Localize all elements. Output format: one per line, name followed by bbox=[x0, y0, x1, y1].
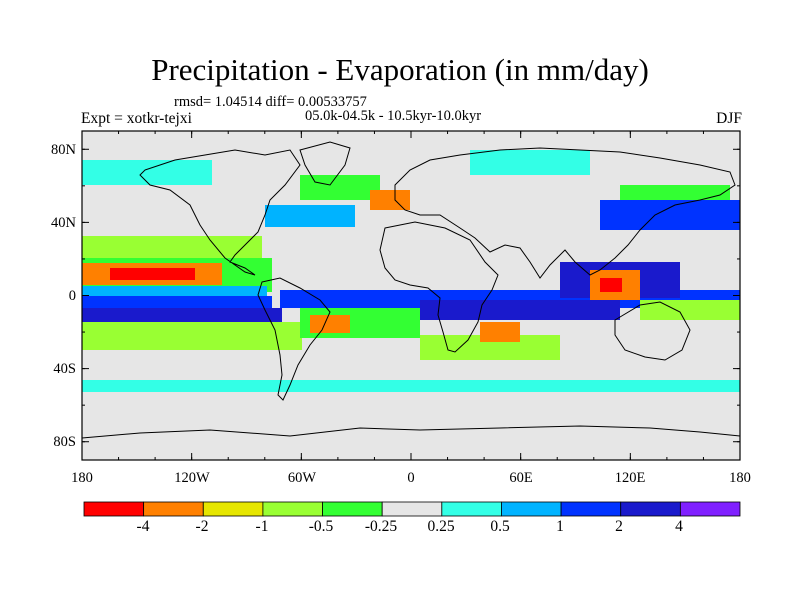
colorbar-swatch bbox=[322, 501, 383, 517]
colorbar-label: -1 bbox=[255, 518, 269, 535]
field-patch bbox=[82, 380, 740, 392]
field-patch bbox=[600, 278, 622, 292]
lon-label: 120W bbox=[174, 470, 210, 486]
lat-label: 80N bbox=[51, 142, 76, 158]
field-patch bbox=[82, 296, 272, 308]
field-patch bbox=[370, 190, 410, 210]
lat-label: 0 bbox=[68, 288, 76, 304]
field-patch bbox=[420, 300, 620, 320]
season-label: DJF bbox=[716, 110, 742, 127]
colorbar-label: 2 bbox=[615, 518, 623, 535]
coastline-africa bbox=[379, 221, 499, 353]
lon-label: 180 bbox=[71, 470, 93, 486]
colorbar bbox=[83, 501, 741, 517]
colorbar-label: -0.5 bbox=[308, 518, 334, 535]
plot-title: Precipitation - Evaporation (in mm/day) bbox=[151, 52, 649, 87]
coastline-antarctica bbox=[82, 425, 740, 439]
colorbar-swatch bbox=[202, 501, 264, 517]
field-patch bbox=[620, 185, 730, 200]
lon-label: 60W bbox=[287, 470, 317, 486]
colorbar-label: 1 bbox=[556, 518, 564, 535]
coastline-australia bbox=[614, 301, 691, 361]
colorbar-swatch bbox=[560, 501, 622, 517]
field-patch bbox=[82, 286, 267, 296]
field-patch bbox=[82, 160, 212, 185]
colorbar-label: 0.5 bbox=[490, 518, 510, 535]
field-patch bbox=[300, 175, 380, 200]
colorbar-swatch bbox=[501, 501, 562, 517]
period-line: 05.0k-04.5k - 10.5kyr-10.0kyr bbox=[305, 108, 482, 124]
field-patch bbox=[82, 322, 302, 350]
lon-label: 180 bbox=[729, 470, 751, 486]
coastlines bbox=[82, 141, 740, 439]
lat-label: 40N bbox=[51, 215, 76, 231]
field-patch bbox=[470, 150, 590, 175]
lon-label: 0 bbox=[407, 470, 415, 486]
coastline-north-america bbox=[139, 149, 301, 276]
coastline-greenland bbox=[299, 141, 351, 186]
colorbar-swatch bbox=[262, 501, 323, 517]
colorbar-label: -2 bbox=[195, 518, 209, 535]
coastline-south-america bbox=[257, 277, 331, 401]
field-patch bbox=[480, 322, 520, 342]
field-patch bbox=[600, 200, 740, 230]
colorbar-swatch bbox=[620, 501, 681, 517]
experiment-label: Expt = xotkr-tejxi bbox=[81, 110, 192, 127]
colorbar-swatch bbox=[143, 501, 204, 517]
stats-line: rmsd= 1.04514 diff= 0.00533757 bbox=[174, 94, 367, 110]
field-patch bbox=[265, 205, 355, 227]
colorbar-swatch bbox=[381, 501, 443, 517]
colorbar-swatch bbox=[83, 501, 145, 517]
lon-label: 60E bbox=[509, 470, 533, 486]
colorbar-label: 4 bbox=[675, 518, 683, 535]
lat-label: 40S bbox=[53, 361, 76, 377]
colorbar-label: -0.25 bbox=[364, 518, 398, 535]
colorbar-swatch bbox=[679, 501, 741, 517]
coastline-eurasia bbox=[394, 147, 736, 279]
axis-ticks bbox=[81, 131, 741, 460]
field-patch bbox=[82, 236, 262, 258]
field-patch bbox=[82, 308, 282, 322]
lon-label: 120E bbox=[614, 470, 646, 486]
colorbar-label: -4 bbox=[136, 518, 150, 535]
colorbar-swatch bbox=[441, 501, 502, 517]
field-patch bbox=[110, 268, 195, 280]
field-layer bbox=[82, 150, 740, 392]
colorbar-label: 0.25 bbox=[427, 518, 455, 535]
field-patch bbox=[310, 315, 350, 333]
lat-label: 80S bbox=[53, 434, 76, 450]
